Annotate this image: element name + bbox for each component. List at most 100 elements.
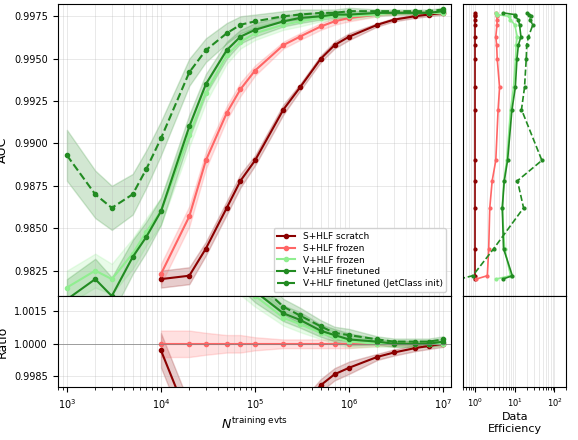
- V+HLF finetuned: [374, 10, 381, 15]
- V+HLF finetuned (JetClass init): [331, 10, 338, 15]
- V+HLF finetuned: [251, 27, 258, 33]
- V+HLF frozen: [297, 19, 303, 24]
- V+HLF frozen: [331, 14, 338, 19]
- V+HLF frozen: [223, 53, 230, 58]
- V+HLF finetuned (JetClass init): [297, 12, 303, 17]
- V+HLF finetuned: [143, 234, 150, 239]
- S+HLF scratch: [374, 22, 381, 27]
- S+HLF scratch: [317, 56, 324, 61]
- V+HLF finetuned (JetClass init): [186, 70, 193, 75]
- V+HLF finetuned: [440, 8, 447, 14]
- V+HLF finetuned: [280, 19, 287, 24]
- S+HLF scratch: [346, 34, 353, 39]
- V+HLF frozen: [64, 285, 71, 290]
- S+HLF frozen: [158, 271, 165, 277]
- S+HLF scratch: [158, 276, 165, 282]
- V+HLF finetuned (JetClass init): [237, 22, 244, 27]
- V+HLF finetuned (JetClass init): [158, 136, 165, 141]
- S+HLF scratch: [331, 42, 338, 48]
- V+HLF finetuned (JetClass init): [425, 8, 432, 14]
- Y-axis label: Ratio: Ratio: [0, 326, 9, 358]
- Line: S+HLF frozen: S+HLF frozen: [159, 11, 445, 276]
- V+HLF frozen: [237, 39, 244, 44]
- V+HLF finetuned (JetClass init): [412, 8, 418, 14]
- V+HLF frozen: [251, 31, 258, 36]
- V+HLF finetuned (JetClass init): [223, 31, 230, 36]
- X-axis label: $N^{\mathrm{training\ evts}}$: $N^{\mathrm{training\ evts}}$: [221, 416, 288, 432]
- S+HLF scratch: [297, 85, 303, 90]
- V+HLF finetuned: [108, 293, 115, 299]
- V+HLF finetuned (JetClass init): [64, 153, 71, 158]
- S+HLF frozen: [374, 12, 381, 17]
- V+HLF frozen: [425, 10, 432, 15]
- V+HLF finetuned (JetClass init): [317, 10, 324, 15]
- V+HLF finetuned: [346, 12, 353, 17]
- X-axis label: Data
Efficiency: Data Efficiency: [488, 412, 542, 434]
- V+HLF finetuned (JetClass init): [202, 48, 209, 53]
- V+HLF frozen: [108, 276, 115, 282]
- V+HLF frozen: [129, 251, 136, 257]
- V+HLF finetuned: [412, 10, 418, 15]
- S+HLF scratch: [237, 178, 244, 183]
- S+HLF scratch: [223, 205, 230, 210]
- V+HLF finetuned: [158, 209, 165, 214]
- V+HLF frozen: [92, 268, 99, 273]
- Y-axis label: AUC: AUC: [0, 137, 9, 163]
- V+HLF frozen: [280, 22, 287, 27]
- V+HLF finetuned: [223, 48, 230, 53]
- V+HLF finetuned (JetClass init): [391, 8, 398, 14]
- V+HLF finetuned: [237, 34, 244, 39]
- S+HLF frozen: [186, 214, 193, 219]
- S+HLF frozen: [331, 19, 338, 24]
- V+HLF finetuned: [391, 10, 398, 15]
- S+HLF frozen: [251, 68, 258, 73]
- V+HLF finetuned: [317, 14, 324, 19]
- S+HLF scratch: [251, 158, 258, 163]
- S+HLF frozen: [317, 24, 324, 29]
- Line: S+HLF scratch: S+HLF scratch: [159, 11, 445, 281]
- V+HLF finetuned (JetClass init): [440, 7, 447, 12]
- V+HLF finetuned (JetClass init): [374, 8, 381, 14]
- S+HLF scratch: [440, 10, 447, 15]
- S+HLF frozen: [237, 87, 244, 92]
- V+HLF finetuned: [129, 254, 136, 260]
- V+HLF finetuned (JetClass init): [129, 192, 136, 197]
- V+HLF frozen: [412, 10, 418, 15]
- V+HLF frozen: [317, 15, 324, 21]
- V+HLF finetuned: [331, 12, 338, 17]
- Line: V+HLF frozen: V+HLF frozen: [65, 11, 445, 290]
- V+HLF frozen: [391, 10, 398, 15]
- V+HLF finetuned: [202, 81, 209, 87]
- V+HLF finetuned: [64, 297, 71, 302]
- V+HLF frozen: [374, 12, 381, 17]
- Legend: S+HLF scratch, S+HLF frozen, V+HLF frozen, V+HLF finetuned, V+HLF finetuned (Jet: S+HLF scratch, S+HLF frozen, V+HLF froze…: [273, 228, 446, 292]
- S+HLF frozen: [412, 10, 418, 15]
- V+HLF finetuned: [297, 15, 303, 21]
- V+HLF frozen: [202, 90, 209, 95]
- S+HLF frozen: [280, 42, 287, 48]
- V+HLF finetuned (JetClass init): [251, 19, 258, 24]
- S+HLF frozen: [346, 15, 353, 21]
- S+HLF frozen: [425, 10, 432, 15]
- S+HLF frozen: [391, 10, 398, 15]
- V+HLF frozen: [186, 132, 193, 138]
- S+HLF scratch: [280, 107, 287, 112]
- V+HLF frozen: [346, 14, 353, 19]
- S+HLF frozen: [223, 110, 230, 116]
- V+HLF finetuned: [92, 276, 99, 282]
- V+HLF finetuned (JetClass init): [280, 14, 287, 19]
- S+HLF frozen: [440, 10, 447, 15]
- V+HLF frozen: [143, 229, 150, 234]
- Line: V+HLF finetuned: V+HLF finetuned: [65, 9, 445, 301]
- Line: V+HLF finetuned (JetClass init): V+HLF finetuned (JetClass init): [65, 7, 445, 210]
- S+HLF scratch: [425, 12, 432, 17]
- S+HLF scratch: [391, 17, 398, 22]
- V+HLF finetuned (JetClass init): [143, 166, 150, 172]
- S+HLF frozen: [297, 34, 303, 39]
- V+HLF finetuned (JetClass init): [346, 8, 353, 14]
- S+HLF frozen: [202, 158, 209, 163]
- V+HLF finetuned: [186, 124, 193, 129]
- S+HLF scratch: [412, 14, 418, 19]
- S+HLF scratch: [186, 273, 193, 279]
- V+HLF frozen: [440, 10, 447, 15]
